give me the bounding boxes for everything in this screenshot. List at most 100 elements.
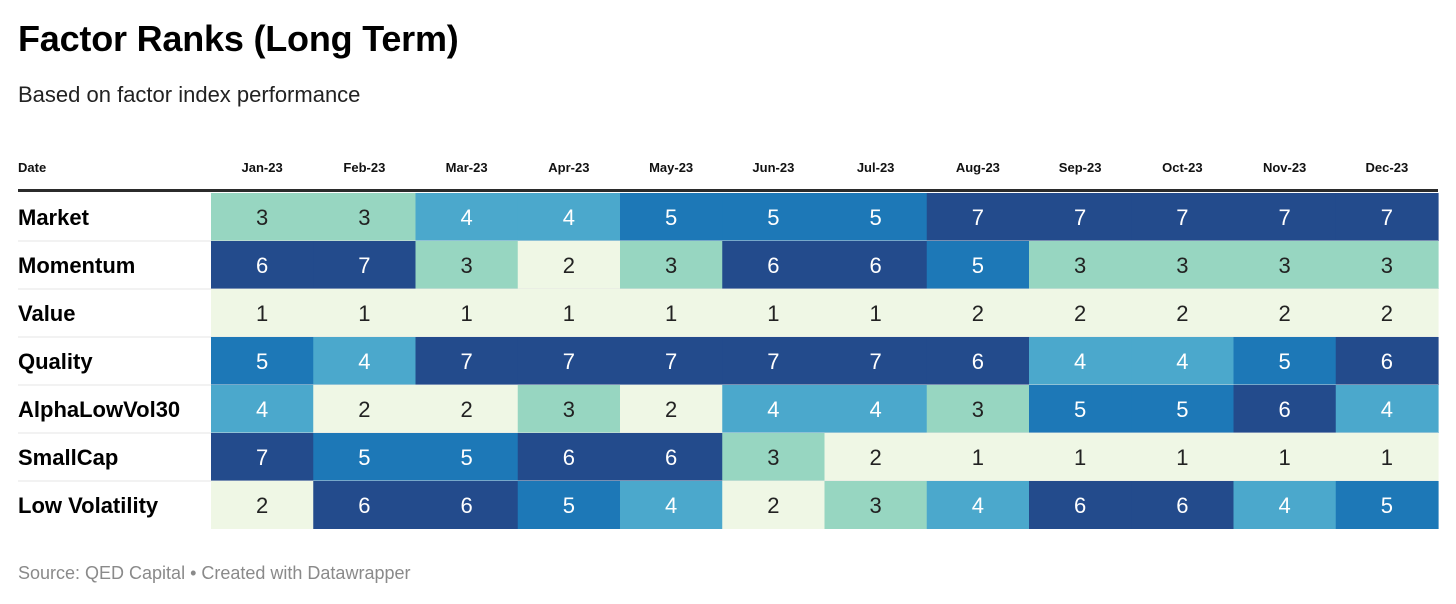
cell-value: 4 xyxy=(461,205,473,230)
cell-value: 3 xyxy=(665,253,677,278)
cell-value: 4 xyxy=(972,493,984,518)
heatmap-cell xyxy=(620,337,723,385)
column-header: Dec-23 xyxy=(1366,160,1409,175)
heatmap-cell xyxy=(211,433,314,481)
column-header: Apr-23 xyxy=(548,160,589,175)
heatmap-cell xyxy=(211,337,314,385)
heatmap-cell xyxy=(620,289,723,337)
heatmap-cell xyxy=(415,481,519,529)
cell-value: 1 xyxy=(461,301,473,326)
chart-title: Factor Ranks (Long Term) xyxy=(18,18,459,59)
cell-value: 5 xyxy=(870,205,882,230)
cell-value: 3 xyxy=(461,253,473,278)
cell-value: 7 xyxy=(563,349,575,374)
heatmap-cell xyxy=(313,289,417,337)
cell-value: 1 xyxy=(1381,445,1393,470)
heatmap-cell xyxy=(824,481,928,529)
heatmap-cell xyxy=(722,385,826,433)
heatmap-cell xyxy=(415,289,519,337)
heatmap-cell xyxy=(1131,433,1235,481)
cell-value: 5 xyxy=(1176,397,1188,422)
heatmap-cell xyxy=(1029,193,1132,241)
cell-value: 5 xyxy=(358,445,370,470)
heatmap-cell xyxy=(1131,193,1235,241)
heatmap-cell xyxy=(211,241,314,289)
heatmap-cell xyxy=(722,289,826,337)
column-header: Aug-23 xyxy=(956,160,1000,175)
column-header: Jan-23 xyxy=(242,160,283,175)
cell-value: 6 xyxy=(1279,397,1291,422)
heatmap-cell xyxy=(1029,481,1132,529)
heatmap-cell xyxy=(722,337,826,385)
cell-value: 5 xyxy=(1074,397,1086,422)
heatmap-cell xyxy=(1029,337,1132,385)
cell-value: 5 xyxy=(461,445,473,470)
row-label: Low Volatility xyxy=(18,493,159,518)
cell-value: 6 xyxy=(256,253,268,278)
heatmap-cell xyxy=(211,481,314,529)
heatmap-cell xyxy=(1131,385,1235,433)
cell-value: 6 xyxy=(767,253,779,278)
heatmap-cell xyxy=(517,193,621,241)
heatmap-cell xyxy=(1131,289,1235,337)
cell-value: 6 xyxy=(563,445,575,470)
heatmap-cell xyxy=(313,385,417,433)
heatmap-cell xyxy=(313,481,417,529)
heatmap-cell xyxy=(1029,241,1132,289)
cell-value: 5 xyxy=(665,205,677,230)
cell-value: 3 xyxy=(1074,253,1086,278)
heatmap-cell xyxy=(722,433,826,481)
cell-value: 6 xyxy=(972,349,984,374)
cell-value: 1 xyxy=(870,301,882,326)
heatmap-cell xyxy=(1233,433,1337,481)
heatmap-cell xyxy=(1029,289,1132,337)
cell-value: 7 xyxy=(1381,205,1393,230)
column-header: Oct-23 xyxy=(1162,160,1202,175)
chart-subtitle: Based on factor index performance xyxy=(18,82,361,107)
heatmap-cell xyxy=(517,481,621,529)
heatmap-cell xyxy=(620,241,723,289)
heatmap-cell xyxy=(620,385,723,433)
cell-value: 7 xyxy=(461,349,473,374)
cell-value: 7 xyxy=(256,445,268,470)
cell-value: 2 xyxy=(461,397,473,422)
heatmap-cell xyxy=(824,289,928,337)
cell-value: 1 xyxy=(972,445,984,470)
cell-value: 2 xyxy=(1074,301,1086,326)
cell-value: 2 xyxy=(563,253,575,278)
heatmap-cell xyxy=(313,193,417,241)
heatmap-cell xyxy=(1335,385,1439,433)
heatmap-cell xyxy=(926,385,1030,433)
heatmap-cell xyxy=(620,481,723,529)
heatmap-cell xyxy=(1335,289,1439,337)
heatmap-cell xyxy=(415,433,519,481)
heatmap-cell xyxy=(926,241,1030,289)
cell-value: 2 xyxy=(256,493,268,518)
heatmap-cell xyxy=(824,337,928,385)
cell-value: 7 xyxy=(1074,205,1086,230)
cell-value: 7 xyxy=(1176,205,1188,230)
cell-value: 7 xyxy=(1279,205,1291,230)
row-label: Market xyxy=(18,205,90,230)
heatmap-cell xyxy=(926,481,1030,529)
heatmap-cell xyxy=(1131,481,1235,529)
cell-value: 6 xyxy=(1074,493,1086,518)
heatmap-cell xyxy=(926,337,1030,385)
heatmap-cell xyxy=(1233,481,1337,529)
cell-value: 4 xyxy=(1279,493,1291,518)
cell-value: 3 xyxy=(1381,253,1393,278)
cell-value: 6 xyxy=(665,445,677,470)
cell-value: 6 xyxy=(461,493,473,518)
cell-value: 2 xyxy=(358,397,370,422)
cell-value: 1 xyxy=(665,301,677,326)
cell-value: 3 xyxy=(1279,253,1291,278)
heatmap-cell xyxy=(722,481,826,529)
heatmap-cell xyxy=(313,433,417,481)
cell-value: 4 xyxy=(1074,349,1086,374)
cell-value: 7 xyxy=(972,205,984,230)
heatmap-cell xyxy=(517,433,621,481)
cell-value: 2 xyxy=(870,445,882,470)
cell-value: 4 xyxy=(1176,349,1188,374)
heatmap-cell xyxy=(517,337,621,385)
cell-value: 2 xyxy=(1381,301,1393,326)
